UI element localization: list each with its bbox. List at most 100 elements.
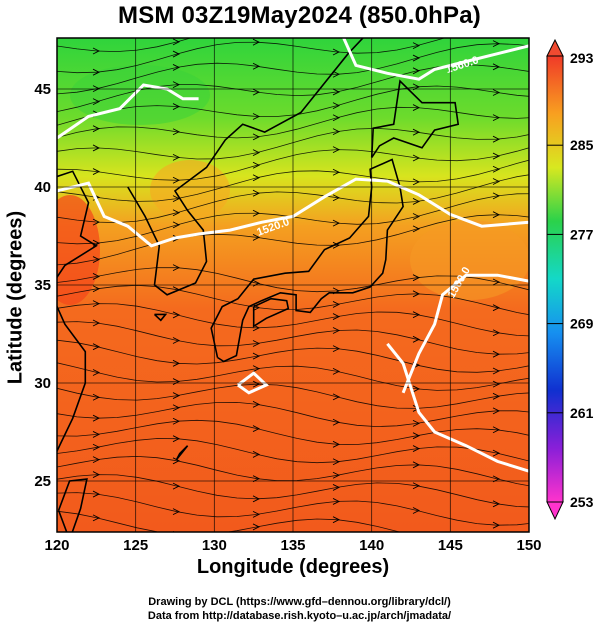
streamline-arrow bbox=[493, 539, 499, 545]
streamline-arrow bbox=[492, 135, 501, 143]
streamline bbox=[57, 214, 529, 266]
streamline-arrow bbox=[412, 225, 421, 233]
streamline-arrow bbox=[172, 417, 181, 425]
credit-drawing: Drawing by DCL (https://www.gfd–dennou.o… bbox=[148, 596, 451, 608]
streamline-arrow bbox=[332, 70, 341, 78]
streamline-arrow bbox=[412, 432, 421, 440]
streamline bbox=[57, 474, 529, 508]
streamline-arrow bbox=[332, 498, 341, 505]
streamline-arrow bbox=[412, 445, 421, 452]
streamline-arrow bbox=[492, 426, 501, 434]
streamline-arrow bbox=[413, 533, 419, 539]
streamline-arrow bbox=[92, 431, 101, 438]
streamline-arrow bbox=[492, 329, 501, 337]
colorbar: 293 285 277 269 261 253 bbox=[546, 38, 594, 521]
streamline-arrow bbox=[252, 234, 261, 241]
streamline-arrow bbox=[172, 64, 181, 71]
streamline-arrow bbox=[332, 194, 341, 202]
streamline-arrow bbox=[492, 304, 501, 312]
streamline-arrow bbox=[412, 213, 421, 220]
streamline bbox=[57, 492, 529, 526]
streamline-arrow bbox=[412, 154, 421, 162]
streamline bbox=[57, 147, 529, 181]
streamline-arrow bbox=[92, 414, 101, 422]
colorbar-tick-label: 285 bbox=[570, 137, 594, 153]
streamline-arrow bbox=[172, 128, 181, 136]
streamline-arrow bbox=[252, 174, 261, 182]
streamline-arrow bbox=[92, 456, 101, 464]
streamline-arrow bbox=[332, 146, 341, 154]
colorbar-bottom-arrow bbox=[546, 501, 564, 521]
streamline-arrow bbox=[412, 42, 421, 50]
streamline-arrow bbox=[92, 144, 101, 152]
streamline-arrow bbox=[492, 40, 501, 48]
streamline-arrow bbox=[92, 168, 101, 175]
streamline-arrow bbox=[172, 482, 181, 490]
streamline-arrow bbox=[172, 337, 181, 344]
streamline-arrow bbox=[172, 195, 181, 203]
streamline bbox=[57, 193, 529, 245]
streamline-arrow bbox=[252, 340, 261, 347]
streamline-arrow bbox=[92, 300, 101, 308]
streamline-arrow bbox=[252, 38, 261, 46]
streamline-arrow bbox=[332, 471, 341, 479]
streamline-arrow bbox=[492, 407, 501, 415]
y-axis-label: Latitude (degrees) bbox=[4, 210, 27, 385]
streamline-arrow bbox=[492, 380, 501, 388]
streamline-arrow bbox=[252, 495, 261, 503]
streamline-arrow bbox=[412, 290, 421, 298]
streamline-arrow bbox=[252, 451, 261, 458]
streamline-arrow bbox=[252, 161, 261, 169]
y-axis-ticks: 25 30 35 40 45 bbox=[34, 81, 51, 490]
streamline-arrow bbox=[412, 385, 421, 393]
streamline-arrow bbox=[492, 178, 501, 185]
streamline-arrow bbox=[92, 256, 101, 263]
streamline bbox=[57, 321, 529, 355]
streamline-arrow bbox=[92, 514, 101, 522]
streamline-arrow bbox=[252, 189, 261, 197]
streamline-arrow bbox=[92, 393, 101, 401]
streamline-arrow bbox=[92, 68, 101, 76]
streamline-arrow bbox=[332, 440, 341, 448]
streamline-arrow bbox=[492, 367, 501, 375]
streamline-arrow bbox=[332, 102, 341, 109]
credit-data: Data from http://database.rish.kyoto–u.a… bbox=[147, 610, 452, 622]
streamline-arrow bbox=[172, 508, 181, 516]
streamline bbox=[57, 419, 529, 445]
contour-line bbox=[57, 83, 199, 140]
streamline-arrow bbox=[412, 461, 421, 469]
streamline-arrow bbox=[493, 8, 499, 14]
streamline bbox=[57, 401, 529, 428]
streamline bbox=[57, 174, 529, 224]
streamline-arrow bbox=[252, 62, 261, 70]
coast-path bbox=[210, 158, 404, 363]
streamline-arrow bbox=[92, 285, 101, 293]
streamline-arrow bbox=[492, 392, 501, 400]
streamline-arrow bbox=[252, 209, 261, 217]
x-tick-label: 125 bbox=[123, 537, 148, 554]
streamline-arrow bbox=[332, 128, 341, 136]
streamline-arrow bbox=[92, 125, 101, 133]
streamline-arrow bbox=[252, 352, 261, 360]
streamline-arrow bbox=[172, 311, 181, 319]
streamline-arrow bbox=[332, 301, 341, 308]
streamline-arrow bbox=[92, 47, 101, 55]
streamline-arrow bbox=[492, 63, 501, 71]
streamline-arrow bbox=[412, 67, 421, 75]
streamline-arrow bbox=[172, 221, 181, 229]
x-tick-label: 140 bbox=[359, 537, 384, 554]
streamline bbox=[57, 127, 529, 160]
streamline-arrow bbox=[332, 88, 341, 96]
y-tick-label: 40 bbox=[34, 179, 51, 196]
streamline bbox=[57, 43, 529, 95]
streamline-arrow bbox=[172, 50, 181, 58]
streamline-arrow bbox=[492, 500, 501, 508]
plot-frame bbox=[56, 37, 530, 533]
streamline-arrow bbox=[252, 133, 261, 141]
streamline bbox=[57, 383, 529, 409]
streamline-arrow bbox=[92, 343, 101, 351]
streamline-arrow bbox=[493, 22, 499, 28]
x-tick-label: 130 bbox=[202, 537, 227, 554]
streamline-arrow bbox=[332, 484, 341, 491]
